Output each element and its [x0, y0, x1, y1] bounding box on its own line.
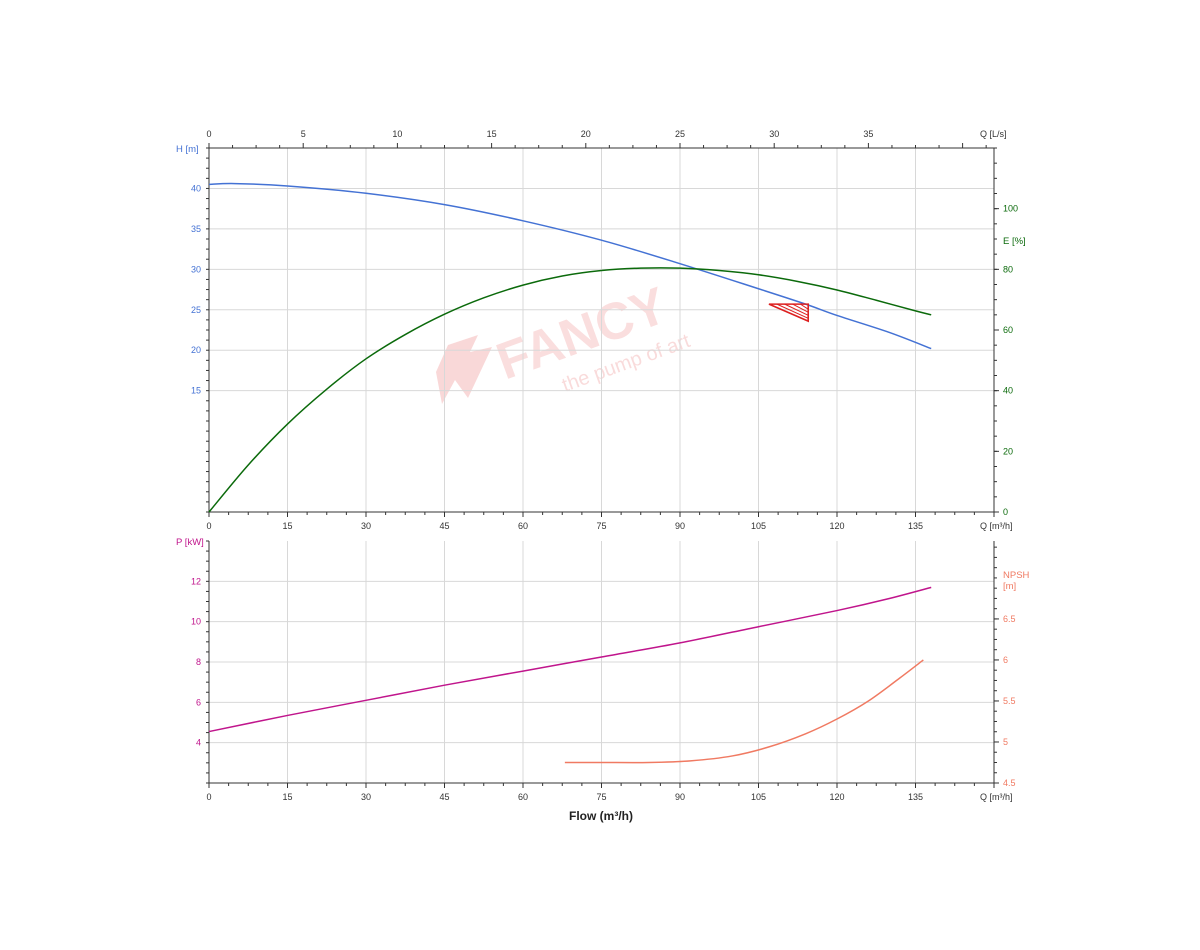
duty-point-marker: [768, 303, 810, 323]
y-right-tick-label: 5.5: [1003, 696, 1016, 706]
y-left-tick-label: 30: [191, 264, 201, 274]
duty-point-hatch: [792, 303, 809, 313]
power-npsh-panel: 0 15 30 45 60 75 90 105 120 135 Q [m³/h] 4 6 8 10 12 P […: [176, 537, 1030, 802]
y-right-tick-label: 20: [1003, 446, 1013, 456]
y-left-tick-label: 8: [196, 657, 201, 667]
x-tick-label: 30: [361, 792, 371, 802]
y-right-axis-label: NPSH: [1003, 570, 1030, 581]
y-left-tick-label: 35: [191, 224, 201, 234]
x-tick-label: 75: [596, 792, 606, 802]
y-right-tick-label: 5: [1003, 737, 1008, 747]
y-right-tick-label: 0: [1003, 507, 1008, 517]
y-right-tick-label: 6.5: [1003, 614, 1016, 624]
x-tick-label: 15: [282, 792, 292, 802]
y-right-tick-label: 4.5: [1003, 778, 1016, 788]
y-right-tick-label: 6: [1003, 655, 1008, 665]
x-top-tick-label: 10: [392, 129, 402, 139]
x-tick-label: 0: [206, 521, 211, 531]
x-tick-label: 60: [518, 521, 528, 531]
duty-point-hatch: [800, 303, 809, 310]
x-tick-label: 75: [596, 521, 606, 531]
y-right-tick-label: 40: [1003, 386, 1013, 396]
x-tick-label: 120: [829, 792, 844, 802]
x-tick-label: 45: [439, 521, 449, 531]
x-tick-label: 90: [675, 792, 685, 802]
watermark-flame-icon: [436, 335, 492, 404]
x-top-axis-label: Q [L/s]: [980, 129, 1007, 139]
y-left-tick-label: 15: [191, 386, 201, 396]
head-curve: [208, 182, 932, 350]
x-top-tick-label: 30: [769, 129, 779, 139]
x-top-tick-label: 20: [581, 129, 591, 139]
y-left-tick-label: 10: [191, 617, 201, 627]
y-left-tick-label: 4: [196, 738, 201, 748]
y-left-tick-label: 25: [191, 305, 201, 315]
x-tick-label: 135: [908, 792, 923, 802]
x-top-tick-label: 0: [206, 129, 211, 139]
duty-point-hatch: [784, 303, 809, 316]
y-right-axis-label: E [%]: [1003, 236, 1026, 247]
x-tick-label: 45: [439, 792, 449, 802]
efficiency-curve: [208, 267, 932, 513]
x-tick-label: 60: [518, 792, 528, 802]
y-left-axis-label: H [m]: [176, 144, 199, 155]
x-tick-label: 120: [829, 521, 844, 531]
x-tick-label: 105: [751, 792, 766, 802]
x-axis-label: Q [m³/h]: [980, 521, 1013, 531]
npsh-curve: [564, 659, 924, 764]
x-top-tick-label: 25: [675, 129, 685, 139]
y-right-tick-label: 100: [1003, 204, 1018, 214]
y-left-tick-label: 6: [196, 697, 201, 707]
y-left-tick-label: 20: [191, 345, 201, 355]
y-left-tick-label: 12: [191, 576, 201, 586]
y-left-tick-label: 40: [191, 183, 201, 193]
y-left-axis-label: P [kW]: [176, 537, 204, 548]
x-top-tick-label: 35: [863, 129, 873, 139]
y-right-tick-label: 60: [1003, 325, 1013, 335]
x-tick-label: 0: [206, 792, 211, 802]
x-top-tick-label: 5: [301, 129, 306, 139]
x-tick-label: 15: [282, 521, 292, 531]
flow-axis-title: Flow (m³/h): [569, 809, 633, 823]
head-efficiency-panel: 0 15 30 45 60 75 90 105 120 135 Q [m³/h]1520253035…: [176, 129, 1026, 531]
power-curve: [208, 586, 932, 733]
x-top-tick-label: 15: [487, 129, 497, 139]
duty-point-hatch: [776, 303, 809, 319]
y-right-axis-label-unit: [m]: [1003, 581, 1016, 592]
y-right-tick-label: 80: [1003, 264, 1013, 274]
x-axis-label: Q [m³/h]: [980, 792, 1013, 802]
x-tick-label: 90: [675, 521, 685, 531]
x-tick-label: 105: [751, 521, 766, 531]
x-tick-label: 30: [361, 521, 371, 531]
x-tick-label: 135: [908, 521, 923, 531]
